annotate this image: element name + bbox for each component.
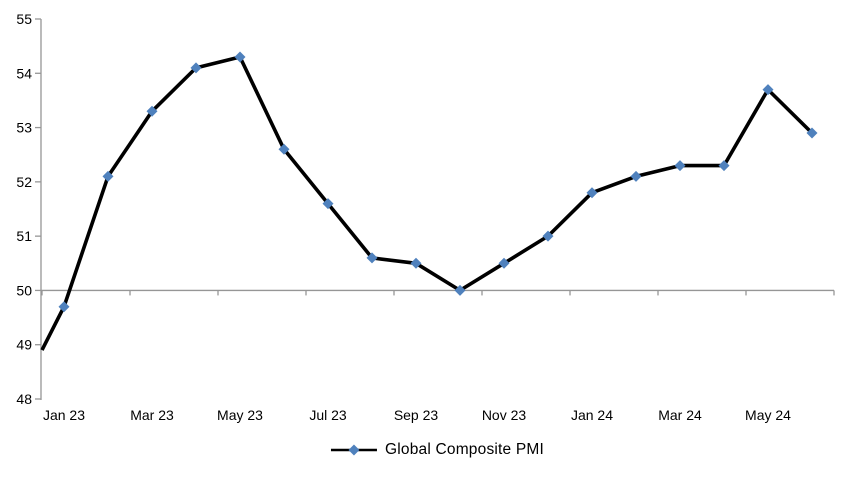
pmi-data-point-marker — [806, 127, 818, 139]
pmi-data-point-marker — [366, 252, 378, 264]
pmi-data-point-marker — [586, 187, 598, 199]
pmi-data-point-marker — [278, 143, 290, 155]
pmi-data-point-marker — [630, 170, 642, 182]
pmi-data-point-marker — [498, 257, 510, 269]
y-tick-label: 52 — [16, 174, 32, 190]
chart-legend: Global Composite PMI — [330, 441, 544, 459]
y-tick-label: 55 — [16, 11, 32, 27]
y-tick-label: 48 — [16, 391, 32, 407]
pmi-data-point-marker — [762, 84, 774, 96]
y-tick-label: 49 — [16, 337, 32, 353]
y-tick-label: 50 — [16, 282, 32, 298]
pmi-data-point-marker — [454, 284, 466, 296]
y-tick-label: 51 — [16, 228, 32, 244]
pmi-data-point-marker — [410, 257, 422, 269]
pmi-data-point-marker — [146, 105, 158, 117]
line-marker-icon — [330, 444, 377, 456]
pmi-data-point-marker — [190, 62, 202, 74]
pmi-data-point-marker — [58, 301, 70, 313]
x-tick-label: Nov 23 — [482, 407, 527, 423]
pmi-data-point-marker — [102, 170, 114, 182]
x-tick-label: Jul 23 — [309, 407, 347, 423]
x-tick-label: Jan 24 — [571, 407, 613, 423]
x-tick-label: May 23 — [217, 407, 263, 423]
pmi-data-point-marker — [234, 51, 246, 63]
pmi-data-point-marker — [674, 160, 686, 172]
x-tick-label: Mar 24 — [658, 407, 702, 423]
pmi-series-line — [40, 55, 814, 351]
legend-label: Global Composite PMI — [384, 441, 545, 458]
pmi-data-point-marker — [542, 230, 554, 242]
pmi-data-point-marker — [322, 198, 334, 210]
pmi-data-point-marker — [718, 160, 730, 172]
x-tick-label: Mar 23 — [130, 407, 174, 423]
x-tick-label: Jan 23 — [43, 407, 85, 423]
y-tick-label: 54 — [16, 65, 32, 81]
x-tick-label: Sep 23 — [394, 407, 439, 423]
y-tick-label: 53 — [16, 120, 32, 136]
x-tick-label: May 24 — [745, 407, 791, 423]
